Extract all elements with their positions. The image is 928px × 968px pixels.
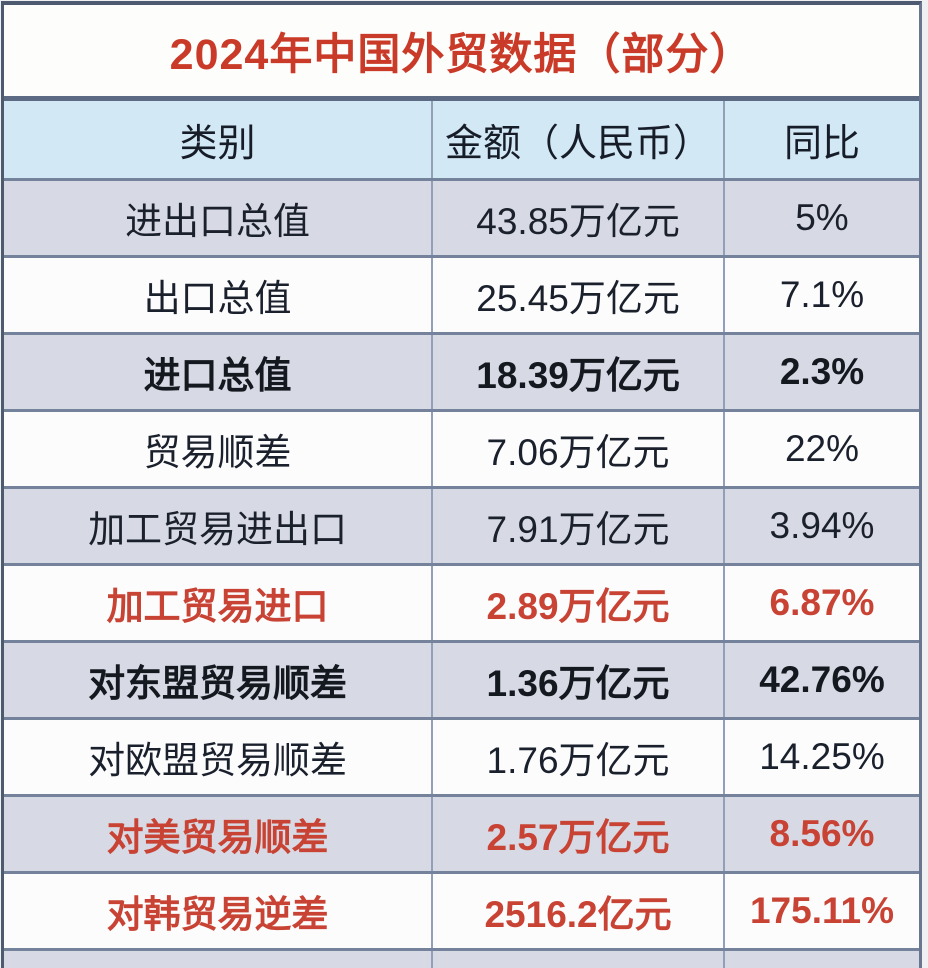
cell-amount: 7.06万亿元 — [433, 412, 725, 486]
column-header-category: 类别 — [4, 101, 434, 178]
cell-amount: 2.89万亿元 — [433, 566, 725, 640]
cell-category: 进口总值 — [4, 335, 434, 409]
cell-category: 加工贸易进出口 — [4, 489, 434, 563]
cell-yoy: 6.87% — [769, 582, 875, 623]
column-header-amount: 金额（人民币） — [433, 101, 725, 178]
table-row: 出口总值 25.45万亿元 7.1% — [4, 255, 919, 332]
cell-yoy: 5% — [795, 197, 849, 238]
cell-category: 对欧盟贸易顺差 — [4, 720, 434, 794]
cell-amount: 7.91万亿元 — [433, 489, 725, 563]
cell-yoy: 42.76% — [759, 659, 885, 700]
cell-category: 出口总值 — [4, 258, 434, 332]
table-row: 进口总值 18.39万亿元 2.3% — [4, 332, 919, 409]
table-header-row: 类别 金额（人民币） 同比 — [4, 101, 919, 178]
table-row: 对韩贸易逆差 2516.2亿元 175.11% — [4, 871, 919, 948]
cell-category: 对韩贸易逆差 — [4, 874, 434, 948]
table-row: 对美贸易顺差 2.57万亿元 8.56% — [4, 794, 919, 871]
cell-amount — [433, 951, 725, 968]
column-header-yoy: 同比 — [783, 123, 860, 165]
cell-amount: 25.45万亿元 — [433, 258, 725, 332]
cell-yoy: 14.25% — [759, 736, 885, 777]
cell-amount: 1.76万亿元 — [433, 720, 725, 794]
table-row: 对欧盟贸易顺差 1.76万亿元 14.25% — [4, 717, 919, 794]
cell-yoy — [725, 951, 919, 968]
cell-amount: 2516.2亿元 — [433, 874, 725, 948]
cell-category: 进出口总值 — [4, 181, 434, 255]
partial-next-row — [4, 948, 919, 968]
cell-amount: 43.85万亿元 — [433, 181, 725, 255]
cell-category: 贸易顺差 — [4, 412, 434, 486]
cell-yoy: 175.11% — [749, 890, 894, 931]
table-row: 加工贸易进出口 7.91万亿元 3.94% — [4, 486, 919, 563]
cell-yoy: 2.3% — [779, 351, 865, 392]
cell-yoy: 8.56% — [769, 813, 875, 854]
table-row: 贸易顺差 7.06万亿元 22% — [4, 409, 919, 486]
table-row: 进出口总值 43.85万亿元 5% — [4, 178, 919, 255]
table-row: 对东盟贸易顺差 1.36万亿元 42.76% — [4, 640, 919, 717]
cell-category: 对东盟贸易顺差 — [4, 643, 434, 717]
table-title: 2024年中国外贸数据（部分） — [4, 5, 919, 101]
cell-yoy: 22% — [784, 428, 860, 469]
cell-category: 对美贸易顺差 — [4, 797, 434, 871]
cell-yoy: 7.1% — [779, 274, 865, 315]
cell-yoy: 3.94% — [769, 505, 875, 546]
cell-amount: 18.39万亿元 — [433, 335, 725, 409]
table-row: 加工贸易进口 2.89万亿元 6.87% — [4, 563, 919, 640]
cell-amount: 2.57万亿元 — [433, 797, 725, 871]
cell-category — [4, 951, 434, 968]
cell-amount: 1.36万亿元 — [433, 643, 725, 717]
cell-category: 加工贸易进口 — [4, 566, 434, 640]
